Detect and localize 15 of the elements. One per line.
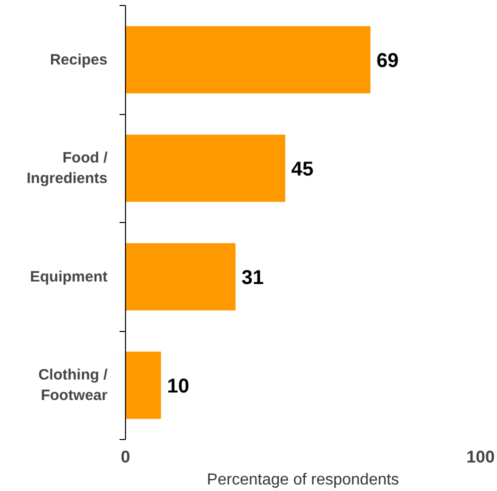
data-label: 10	[167, 375, 190, 398]
y-tick-label: Clothing / Footwear	[38, 366, 108, 404]
y-tick-label: Food / Ingredients	[26, 150, 108, 187]
x-tick-label: 0	[120, 448, 130, 466]
data-label: 45	[291, 158, 314, 180]
bar	[126, 352, 161, 419]
x-axis-title: Percentage of respondents	[206, 472, 400, 488]
bar	[126, 134, 286, 202]
data-label: 69	[376, 50, 399, 72]
data-label: 31	[242, 266, 264, 289]
x-tick-label: 100	[466, 448, 495, 466]
y-tick-label: Recipes	[50, 51, 108, 68]
bar	[126, 243, 236, 310]
bar	[126, 26, 370, 94]
y-tick-label: Equipment	[30, 268, 108, 286]
